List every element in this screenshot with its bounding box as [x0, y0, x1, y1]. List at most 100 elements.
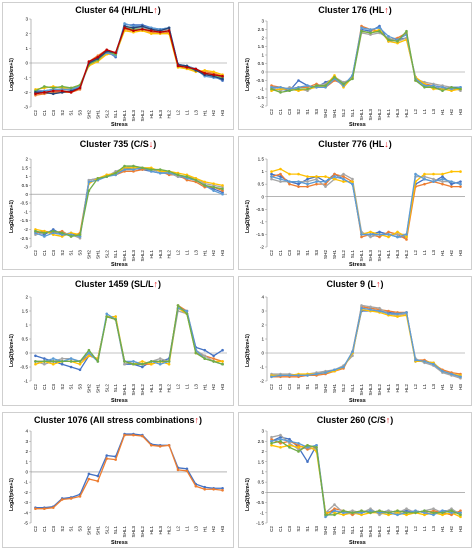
data-point [459, 185, 462, 188]
x-tick-label: SL2 [104, 526, 109, 535]
data-point [51, 92, 55, 96]
data-point [342, 82, 345, 86]
data-point [306, 460, 309, 463]
data-point [288, 180, 291, 183]
data-point [423, 182, 426, 186]
y-tick-label: 3 [261, 429, 264, 434]
data-point [221, 488, 224, 492]
data-point [324, 371, 327, 374]
data-point [378, 230, 381, 234]
y-tick-label: 2 [25, 31, 28, 36]
x-tick-label: SH1 [332, 250, 337, 259]
data-point [34, 354, 37, 358]
x-tick-label: SHL1 [122, 384, 127, 396]
x-tick-label: L3 [431, 526, 436, 532]
data-point [369, 308, 372, 311]
x-tick-label: C1 [278, 526, 283, 532]
series-line-8 [35, 27, 223, 95]
x-axis-label: Stress [349, 398, 366, 404]
data-point [450, 180, 453, 183]
x-tick-label: S3 [314, 250, 319, 256]
x-tick-label: SL2 [104, 250, 109, 259]
x-tick-label: SL1 [350, 526, 355, 535]
data-point [167, 362, 171, 366]
data-point [194, 484, 198, 488]
data-point [423, 360, 426, 363]
data-point [212, 182, 215, 185]
x-tick-label: L1 [422, 526, 427, 532]
data-point [78, 86, 82, 90]
down-arrow-icon: ↓ [384, 139, 389, 149]
x-tick-label: H1 [202, 110, 207, 116]
series-line-5 [271, 173, 461, 238]
data-point [459, 180, 462, 183]
data-point [78, 368, 82, 372]
y-tick-label: 1 [25, 46, 28, 51]
data-point [43, 231, 46, 235]
data-point [203, 348, 207, 352]
data-point [212, 360, 215, 363]
data-point [396, 511, 399, 515]
data-point [405, 511, 408, 515]
x-tick-label: SL1 [350, 109, 355, 118]
data-point [203, 357, 207, 360]
data-point [167, 360, 171, 363]
series-line-6 [35, 304, 223, 365]
data-point [279, 433, 282, 437]
data-point [51, 357, 55, 360]
data-point [342, 177, 345, 181]
x-tick-label: H1 [202, 384, 207, 390]
up-arrow-icon: ↑ [384, 5, 389, 15]
x-tick-label: S2 [296, 250, 301, 256]
data-point [441, 89, 444, 92]
chart-title-text: Cluster 64 (H/L/HL [75, 5, 154, 15]
x-tick-label: C1 [42, 250, 47, 256]
y-tick-label: 2 [261, 449, 264, 454]
data-point [96, 360, 100, 363]
data-point [387, 35, 390, 38]
x-tick-label: HL3 [395, 526, 400, 535]
x-tick-label: HL1 [386, 250, 391, 259]
up-arrow-icon: ↑ [194, 415, 200, 425]
x-tick-label: S2 [60, 110, 65, 116]
x-tick-label: HL2 [167, 384, 172, 393]
data-point [396, 315, 399, 318]
data-point [432, 511, 435, 515]
series-line-1 [35, 433, 223, 509]
data-point [306, 444, 309, 447]
y-tick-label: -1 [260, 510, 265, 515]
data-point [279, 374, 282, 377]
x-tick-label: S1 [69, 110, 74, 116]
data-point [396, 233, 399, 236]
x-tick-label: SL2 [341, 250, 346, 259]
data-point [378, 233, 381, 236]
y-tick-label: 3 [25, 439, 28, 444]
series-line-5 [35, 307, 223, 365]
data-point [43, 507, 46, 510]
chart-panel-cluster-1459: Cluster 1459 (SL/L↑) Log2(fpkm+1) Stress… [2, 276, 234, 406]
series-line-3 [35, 25, 223, 93]
data-point [297, 79, 300, 82]
data-point [297, 441, 300, 445]
chart-title-close: ) [390, 415, 394, 425]
data-point [43, 357, 46, 360]
y-tick-label: 4 [261, 295, 264, 300]
series-line-2 [35, 28, 223, 96]
series-line-6 [271, 440, 461, 516]
chart-title: Cluster 1076 (All stress combinations↑) [3, 415, 233, 425]
x-tick-label: HL3 [395, 384, 400, 393]
x-tick-label: SL2 [104, 110, 109, 119]
data-point [396, 513, 399, 517]
x-tick-label: SH2 [323, 250, 328, 259]
data-point [78, 362, 82, 366]
y-tick-label: -2 [260, 245, 265, 250]
data-point [324, 185, 327, 188]
y-tick-label: 4 [25, 429, 28, 434]
data-point [288, 437, 291, 441]
x-tick-label: H3 [458, 109, 463, 115]
data-point [158, 357, 162, 360]
x-tick-label: HL3 [158, 110, 163, 119]
data-point [221, 360, 224, 363]
x-tick-label: SH1 [332, 109, 337, 118]
series-line-4 [35, 307, 223, 365]
